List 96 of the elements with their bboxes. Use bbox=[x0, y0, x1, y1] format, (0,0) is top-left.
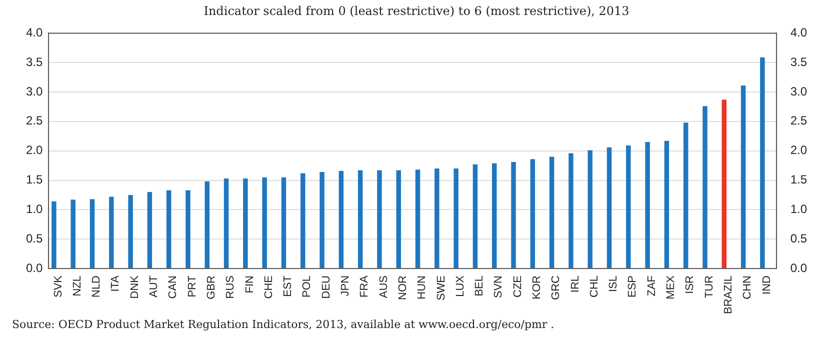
x-tick-label: BRAZIL bbox=[722, 275, 734, 314]
y-tick-label: 0.5 bbox=[26, 231, 43, 246]
bar bbox=[626, 146, 631, 268]
x-tick-label: DEU bbox=[320, 275, 332, 299]
y2-tick-label: 0.5 bbox=[790, 231, 808, 246]
bar bbox=[90, 199, 95, 268]
x-tick-label: DNK bbox=[128, 274, 141, 299]
x-tick-label: PRT bbox=[186, 275, 198, 298]
x-tick-label: EST bbox=[282, 275, 294, 297]
bar bbox=[740, 86, 746, 268]
bar bbox=[530, 159, 536, 268]
x-tick-label: FIN bbox=[244, 275, 256, 294]
x-tick-label: POL bbox=[301, 275, 314, 298]
x-tick-label: ISL bbox=[608, 275, 620, 292]
bar bbox=[128, 194, 133, 268]
bar bbox=[511, 162, 516, 268]
bar bbox=[262, 177, 267, 268]
x-tick-label: IRL bbox=[569, 275, 582, 293]
x-tick-label: KOR bbox=[530, 275, 543, 300]
x-tick-label: ESP bbox=[626, 275, 639, 298]
bar bbox=[415, 170, 420, 268]
x-tick-label: CAN bbox=[167, 275, 180, 299]
x-tick-label: ISR bbox=[684, 275, 696, 294]
bar bbox=[645, 142, 650, 268]
bar bbox=[606, 147, 612, 268]
bar bbox=[434, 168, 440, 268]
bar bbox=[338, 170, 344, 268]
y2-tick-label: 0.0 bbox=[790, 260, 808, 275]
bar bbox=[224, 178, 229, 268]
y-tick-label: 3.5 bbox=[26, 54, 43, 69]
x-tick-label: NOR bbox=[396, 275, 409, 300]
bar bbox=[454, 168, 458, 268]
y2-tick-label: 2.5 bbox=[790, 114, 808, 128]
y-tick-label: 1.5 bbox=[26, 172, 43, 187]
x-tick-label: NZL bbox=[71, 275, 84, 296]
bar bbox=[243, 178, 248, 268]
x-tick-label: CZE bbox=[512, 275, 524, 298]
chart-title: Indicator scaled from 0 (least restrictive) to 6 (most restrictive), 2013 bbox=[202, 3, 630, 20]
bar bbox=[186, 190, 190, 268]
x-tick-label: SWE bbox=[435, 275, 448, 301]
x-tick-label: CHL bbox=[588, 275, 600, 298]
x-tick-label: SVK bbox=[52, 274, 64, 298]
bar bbox=[109, 196, 114, 268]
source-note: Source: OECD Product Market Regulation Indicators, 2013, available at www.oecd.org/eco/pmr . bbox=[11, 317, 556, 333]
y2-tick-label: 1.5 bbox=[790, 172, 808, 187]
bar bbox=[377, 170, 382, 268]
bar bbox=[588, 150, 592, 268]
x-tick-label: TUR bbox=[703, 275, 716, 298]
x-tick-label: FRA bbox=[358, 274, 371, 298]
bar bbox=[166, 190, 172, 268]
y2-tick-label: 1.0 bbox=[790, 202, 808, 216]
y2-tick-label: 2.0 bbox=[790, 143, 808, 158]
bar bbox=[300, 173, 306, 268]
y-tick-label: 1.0 bbox=[26, 202, 43, 216]
bar bbox=[664, 140, 670, 268]
x-tick-label: SVN bbox=[492, 275, 505, 298]
y-tick-label: 3.0 bbox=[26, 84, 43, 98]
x-tick-label: JPN bbox=[340, 275, 352, 296]
x-tick-label: HUN bbox=[416, 275, 428, 300]
y2-tick-label: 4.0 bbox=[790, 26, 808, 40]
bar bbox=[568, 153, 574, 268]
x-tick-label: AUT bbox=[148, 275, 160, 298]
x-tick-label: LUX bbox=[454, 274, 466, 297]
x-tick-label: RUS bbox=[224, 275, 237, 299]
bar bbox=[472, 164, 478, 268]
bar bbox=[70, 200, 76, 268]
x-tick-label: GRC bbox=[550, 275, 562, 300]
bar bbox=[702, 106, 708, 268]
x-tick-label: ITA bbox=[110, 274, 122, 292]
x-tick-label: BEL bbox=[474, 275, 486, 296]
bar bbox=[396, 170, 401, 268]
bar bbox=[722, 100, 727, 268]
bar bbox=[52, 201, 56, 268]
bar bbox=[492, 163, 497, 268]
bar bbox=[204, 181, 210, 268]
bar bbox=[281, 177, 286, 268]
x-tick-label: MEX bbox=[665, 274, 678, 300]
y-tick-label: 4.0 bbox=[26, 26, 43, 40]
x-tick-label: CHN bbox=[742, 275, 754, 300]
bar bbox=[549, 156, 554, 268]
x-tick-label: CHE bbox=[262, 275, 275, 299]
bar bbox=[760, 57, 765, 268]
x-tick-label: ZAF bbox=[646, 275, 658, 296]
bar bbox=[320, 172, 324, 268]
x-tick-label: IND bbox=[760, 275, 773, 294]
y2-tick-label: 3.0 bbox=[790, 84, 808, 98]
x-tick-label: NLD bbox=[90, 275, 103, 298]
bar bbox=[147, 192, 152, 268]
y-tick-label: 2.0 bbox=[26, 143, 43, 158]
x-tick-label: AUS bbox=[378, 275, 390, 298]
y2-tick-label: 3.5 bbox=[790, 54, 808, 69]
y-tick-label: 0.0 bbox=[26, 260, 43, 275]
y-tick-label: 2.5 bbox=[26, 114, 43, 128]
x-tick-label: GBR bbox=[205, 275, 218, 300]
bar bbox=[683, 122, 688, 268]
bar bbox=[358, 170, 363, 268]
